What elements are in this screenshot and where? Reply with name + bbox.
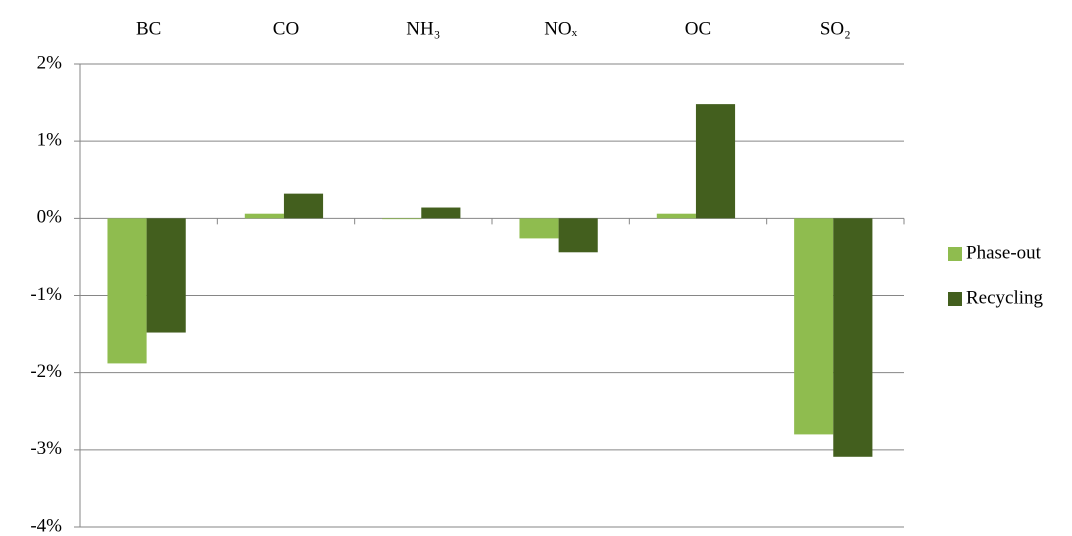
y-tick-label: -2%: [30, 361, 62, 382]
x-tick-label: BC: [136, 18, 161, 39]
x-tick-label: NOₓ: [544, 18, 577, 39]
bar: [244, 213, 284, 219]
bar: [519, 218, 559, 239]
y-tick-label: -4%: [30, 515, 62, 536]
legend-swatch: [948, 247, 962, 261]
x-tick-label: NH₃: [406, 18, 440, 39]
bar: [421, 207, 461, 219]
bar: [695, 104, 736, 219]
y-tick-label: 1%: [37, 130, 63, 151]
y-tick-label: -1%: [30, 284, 62, 305]
bar: [107, 218, 147, 364]
legend-swatch: [948, 292, 962, 306]
bar: [283, 193, 324, 219]
x-tick-label: SO₂: [820, 18, 851, 39]
x-tick-label: OC: [685, 18, 711, 39]
y-tick-label: -3%: [30, 438, 62, 459]
bar: [794, 218, 834, 435]
bar: [656, 213, 696, 219]
legend-label: Phase-out: [966, 242, 1042, 263]
bar: [382, 218, 422, 220]
y-tick-label: 0%: [37, 207, 63, 228]
bar: [833, 218, 873, 457]
x-tick-label: CO: [273, 18, 299, 39]
legend-label: Recycling: [966, 287, 1044, 308]
bar: [146, 218, 186, 333]
bar: [558, 218, 598, 253]
y-tick-label: 2%: [37, 52, 63, 73]
